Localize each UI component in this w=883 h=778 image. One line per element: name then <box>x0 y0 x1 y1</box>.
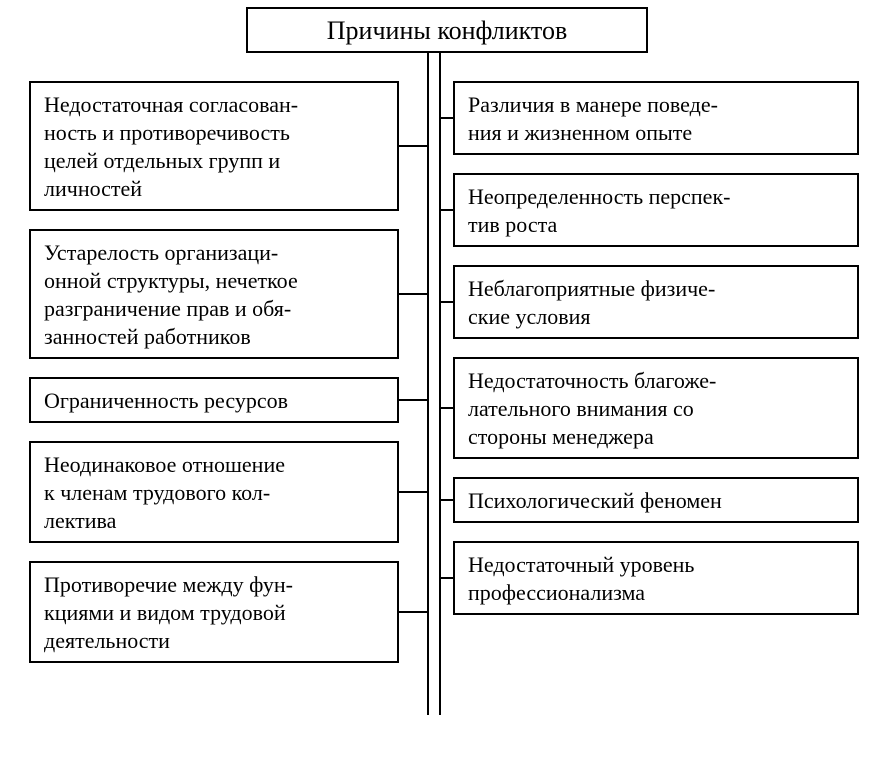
right-0-line-0: Различия в манере поведе- <box>468 92 718 117</box>
right-3-line-2: стороны менеджера <box>468 424 654 449</box>
right-4: Психологический феномен <box>454 478 858 522</box>
left-0-line-1: ность и противоречивость <box>44 120 290 145</box>
left-1-line-0: Устарелость организаци- <box>44 240 278 265</box>
left-0: Недостаточная согласован-ность и противо… <box>30 82 398 210</box>
left-2-line-0: Ограниченность ресурсов <box>44 388 288 413</box>
conflict-causes-diagram: Причины конфликтов Недостаточная согласов… <box>0 0 883 778</box>
right-2: Неблагоприятные физиче-ские условия <box>454 266 858 338</box>
right-2-line-1: ские условия <box>468 304 591 329</box>
right-3-line-0: Недостаточность благоже- <box>468 368 716 393</box>
left-1-line-1: онной структуры, нечеткое <box>44 268 298 293</box>
left-0-line-3: личностей <box>44 176 142 201</box>
right-1: Неопределенность перспек-тив роста <box>454 174 858 246</box>
left-1: Устарелость организаци-онной структуры, … <box>30 230 398 358</box>
left-1-line-3: занностей работников <box>44 324 251 349</box>
left-0-line-0: Недостаточная согласован- <box>44 92 298 117</box>
left-0-line-2: целей отдельных групп и <box>44 148 280 173</box>
left-4-line-0: Противоречие между фун- <box>44 572 293 597</box>
right-4-line-0: Психологический феномен <box>468 488 722 513</box>
right-2-line-0: Неблагоприятные физиче- <box>468 276 715 301</box>
right-5-line-1: профессионализма <box>468 580 645 605</box>
left-3: Неодинаковое отношение к членам трудового… <box>30 442 398 542</box>
left-3-line-1: к членам трудового кол- <box>44 480 270 505</box>
right-3: Недостаточность благоже-лательного внима… <box>454 358 858 458</box>
left-4-line-1: кциями и видом трудовой <box>44 600 286 625</box>
right-1-line-0: Неопределенность перспек- <box>468 184 730 209</box>
right-5: Недостаточный уровень профессионализма <box>454 542 858 614</box>
right-0-line-1: ния и жизненном опыте <box>468 120 692 145</box>
left-4-line-2: деятельности <box>44 628 170 653</box>
right-3-line-1: лательного внимания со <box>468 396 694 421</box>
left-1-line-2: разграничение прав и обя- <box>44 296 291 321</box>
title-text: Причины конфликтов <box>327 16 567 45</box>
left-4: Противоречие между фун-кциями и видом тр… <box>30 562 398 662</box>
left-3-line-0: Неодинаковое отношение <box>44 452 285 477</box>
right-1-line-1: тив роста <box>468 212 557 237</box>
right-5-line-0: Недостаточный уровень <box>468 552 694 577</box>
left-2: Ограниченность ресурсов <box>30 378 398 422</box>
left-3-line-2: лектива <box>44 508 117 533</box>
right-0: Различия в манере поведе-ния и жизненном… <box>454 82 858 154</box>
